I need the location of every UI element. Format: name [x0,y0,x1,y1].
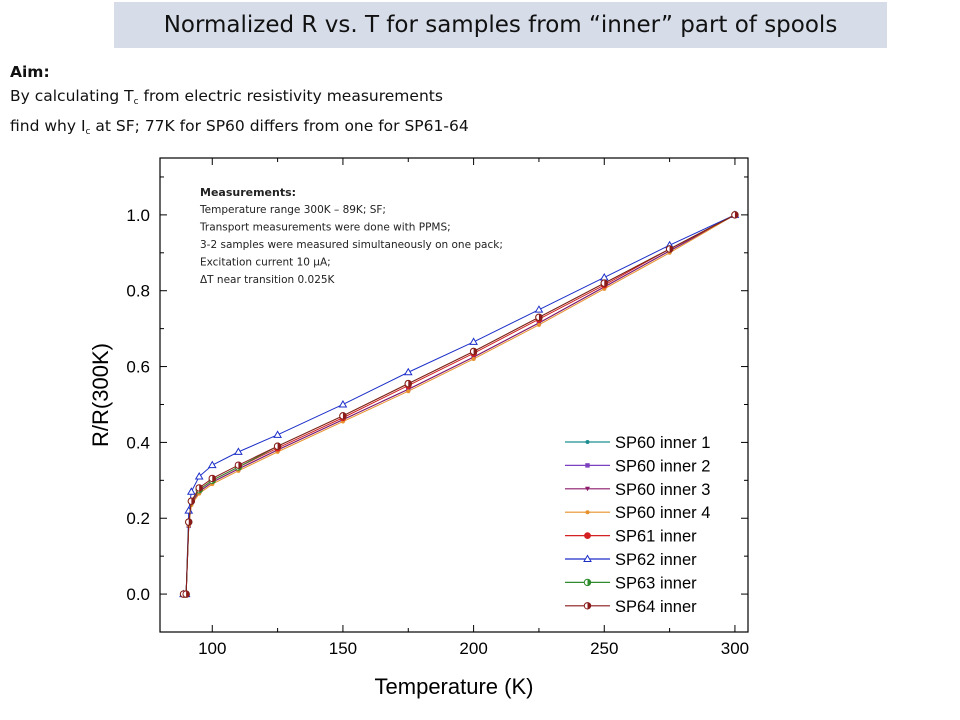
plot-frame [159,157,749,633]
data-point [406,389,411,394]
legend-marker-fill [587,602,591,609]
legend-marker [585,510,590,515]
legend-label: SP61 inner [615,528,697,546]
y-tick-label: 0.4 [126,433,150,452]
legend-marker [585,463,590,468]
data-point-fill [669,245,673,253]
data-point-fill [538,314,543,321]
chart-area: 100 150 200 250 300 0.0 0.2 0.4 0.6 0.8 1.0 Tempera… [0,150,960,720]
x-tick-label: 250 [590,639,618,658]
aim-line-2-text-end: at SF; 77K for SP60 differs from one for… [90,117,469,135]
data-point-fill [212,475,216,482]
x-tick-label: 100 [198,639,226,658]
notes-line: Excitation current 10 μA; [200,257,331,269]
data-point [338,399,348,408]
data-point [599,272,609,281]
notes-line: 3-2 samples were measured simultaneously… [200,239,503,251]
notes-line: ΔT near transition 0.025K [200,274,336,286]
data-point [536,322,541,327]
legend-marker [584,532,591,540]
x-tick-label: 150 [329,639,357,658]
data-point [186,487,196,495]
y-tick-label: 0.0 [126,585,150,604]
data-point-fill [199,484,203,492]
data-point [471,356,476,361]
series-sp64-inner [179,211,739,598]
y-tick-label: 0.2 [126,509,150,528]
y-axis-label: R/R(300K) [88,343,113,447]
legend-label: SP60 inner 1 [615,434,710,452]
resistance-chart: 100 150 200 250 300 0.0 0.2 0.4 0.6 0.8 1.0 Tempera… [88,157,749,699]
data-point-fill [473,348,477,355]
data-point-fill [238,461,242,469]
aim-line-1-text: By calculating T [10,87,134,105]
data-point-fill [191,497,195,505]
legend-marker [583,554,592,562]
data-point [469,337,478,345]
y-tick-label: 0.8 [126,282,150,301]
aim-heading: Aim: [10,63,50,81]
data-point-fill [277,442,281,450]
legend-marker-fill [587,579,591,586]
notes-heading: Measurements: [200,186,296,199]
data-point-fill [188,518,192,526]
legend-label: SP60 inner 2 [615,457,710,475]
data-point-fill [604,279,608,287]
legend-label: SP60 inner 4 [615,504,710,522]
legend-label: SP60 inner 3 [615,481,710,499]
aim-line-1-subscript: c [133,97,139,107]
y-tick-label: 0.6 [126,358,150,377]
data-point-fill [186,590,190,598]
y-tick-label: 1.0 [126,206,150,225]
legend-marker [585,486,590,492]
aim-line-1-text-end: from electric resistivity measurements [138,87,443,105]
data-point [207,460,217,469]
data-point [234,447,243,455]
data-point-fill [342,412,347,420]
data-point-fill [408,380,412,387]
data-point [273,430,282,438]
aim-block: Aim: By calculating Tc from electric res… [10,60,730,144]
notes-line: Transport measurements were done with PP… [199,222,451,234]
aim-line-1: By calculating Tc from electric resistiv… [10,84,730,114]
data-point [534,305,544,313]
aim-line-2: find why Ic at SF; 77K for SP60 differs … [10,114,730,144]
x-tick-label: 200 [459,639,487,658]
aim-line-2-subscript: c [85,127,91,137]
x-tick-label: 300 [721,639,749,658]
slide-title: Normalized R vs. T for samples from “inn… [114,2,887,48]
legend-label: SP62 inner [615,551,697,569]
data-point [403,367,413,376]
legend-label: SP63 inner [615,574,697,592]
x-axis-label: Temperature (K) [375,674,534,699]
notes-line: Temperature range 300K – 89K; SF; [199,204,386,216]
legend-marker [585,440,590,444]
aim-line-2-text: find why I [10,117,86,135]
data-point [194,472,204,480]
data-point-fill [734,211,739,219]
legend-label: SP64 inner [615,598,697,616]
